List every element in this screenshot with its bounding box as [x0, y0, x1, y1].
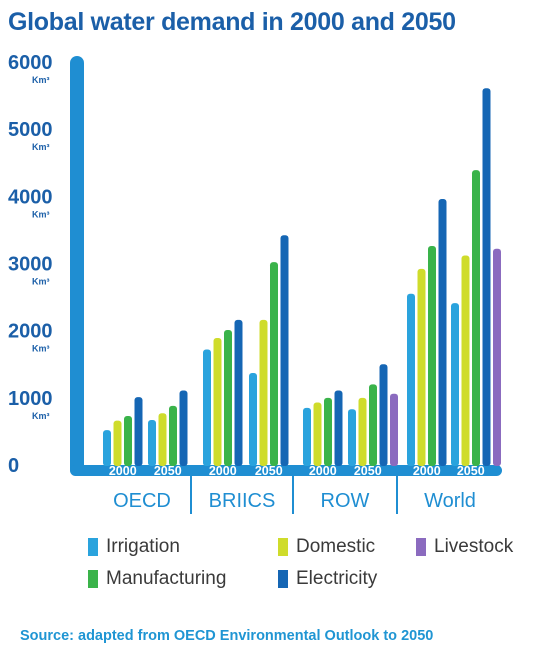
bar-briics-2000-manufacturing [224, 329, 232, 466]
bar-world-2050-domestic [461, 255, 470, 466]
bar-row-2000-manufacturing [324, 397, 332, 466]
legend-label-electricity: Electricity [296, 568, 378, 589]
year-label-briics-2000: 2000 [209, 464, 237, 478]
year-label-world-2050: 2050 [457, 464, 485, 478]
y-tick-unit-2000: Km³ [32, 344, 50, 354]
bar-oecd-2050-electricity [179, 390, 188, 466]
bar-briics-2050-manufacturing [270, 262, 278, 466]
bar-oecd-2000-manufacturing [124, 415, 132, 466]
y-tick-label-1000: 1000 [8, 388, 53, 410]
y-tick-unit-5000: Km³ [32, 142, 50, 152]
bar-oecd-2050-domestic [158, 413, 167, 466]
bar-row-2000-domestic [313, 402, 322, 466]
category-label-world: World [424, 490, 476, 512]
year-label-oecd-2000: 2000 [109, 464, 137, 478]
bar-world-2050-livestock [493, 248, 501, 466]
bar-world-2000-manufacturing [428, 246, 436, 466]
year-label-briics-2050: 2050 [255, 464, 283, 478]
year-label-row-2050: 2050 [354, 464, 382, 478]
bar-oecd-2000-electricity [134, 397, 143, 466]
bar-briics-2050-domestic [259, 319, 268, 466]
bar-world-2000-electricity [438, 199, 447, 466]
bar-oecd-2050-irrigation [148, 419, 156, 466]
bar-world-2050-manufacturing [472, 170, 480, 466]
y-axis [70, 56, 84, 476]
bar-briics-2050-electricity [280, 235, 289, 466]
bar-briics-2000-domestic [213, 338, 222, 466]
bar-world-2050-electricity [482, 88, 491, 466]
year-label-oecd-2050: 2050 [154, 464, 182, 478]
source-note: Source: adapted from OECD Environmental … [20, 628, 434, 644]
legend-swatch-electricity [278, 570, 288, 588]
y-tick-unit-6000: Km³ [32, 75, 50, 85]
bar-row-2000-electricity [334, 390, 343, 466]
bar-row-2050-livestock [390, 393, 398, 466]
y-tick-label-0: 0 [8, 455, 19, 477]
bar-row-2050-domestic [358, 397, 367, 466]
bar-oecd-2000-irrigation [103, 430, 111, 466]
y-tick-label-3000: 3000 [8, 254, 53, 276]
bar-row-2050-irrigation [348, 409, 356, 466]
y-tick-label-6000: 6000 [8, 52, 53, 74]
legend-item-electricity: Electricity [278, 568, 377, 590]
legend-label-manufacturing: Manufacturing [106, 568, 227, 589]
legend-item-manufacturing: Manufacturing [88, 568, 226, 590]
y-tick-unit-1000: Km³ [32, 411, 50, 421]
chart: 01000Km³2000Km³3000Km³4000Km³5000Km³6000… [8, 52, 502, 514]
bar-oecd-2000-domestic [113, 420, 122, 466]
group-divider-2 [292, 476, 294, 514]
bar-row-2050-electricity [379, 364, 388, 466]
group-divider-3 [396, 476, 398, 514]
category-label-row: ROW [321, 490, 370, 512]
legend-swatch-irrigation [88, 538, 98, 556]
legend-swatch-domestic [278, 538, 288, 556]
category-label-oecd: OECD [113, 490, 171, 512]
bar-world-2050-irrigation [451, 303, 459, 466]
bar-briics-2000-irrigation [203, 349, 211, 466]
y-tick-label-5000: 5000 [8, 119, 53, 141]
bar-oecd-2050-manufacturing [169, 405, 177, 466]
bar-briics-2050-irrigation [249, 372, 257, 466]
bar-briics-2000-electricity [234, 319, 243, 466]
y-tick-unit-4000: Km³ [32, 209, 50, 219]
x-axis [70, 465, 502, 476]
bar-world-2000-irrigation [407, 293, 415, 466]
group-divider-1 [190, 476, 192, 514]
bar-world-2000-domestic [417, 268, 426, 466]
bar-row-2000-irrigation [303, 407, 311, 466]
y-tick-label-4000: 4000 [8, 186, 53, 208]
y-tick-label-2000: 2000 [8, 321, 53, 343]
category-label-briics: BRIICS [209, 490, 276, 512]
legend-swatch-manufacturing [88, 570, 98, 588]
chart-title: Global water demand in 2000 and 2050 [8, 8, 456, 36]
year-label-row-2000: 2000 [309, 464, 337, 478]
year-label-world-2000: 2000 [413, 464, 441, 478]
bar-row-2050-manufacturing [369, 384, 377, 466]
legend-swatch-livestock [416, 538, 426, 556]
y-tick-unit-3000: Km³ [32, 277, 50, 287]
